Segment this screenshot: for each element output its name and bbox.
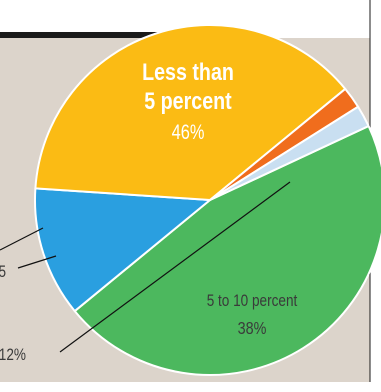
- leader-lines: [0, 181, 291, 353]
- leader-line-blue-slice: [59, 181, 291, 353]
- leader-line-orange-slice: [17, 255, 57, 269]
- pie-slice-slice-5: [209, 105, 370, 201]
- slice-value-less-than-5-percent: 46%: [172, 120, 205, 143]
- slice-label-less-than-5-percent-line-1: Less than: [142, 58, 234, 85]
- pie-slice-slice-2: [33, 187, 211, 313]
- header-bar: [0, 32, 210, 38]
- slice-label-5-to-10-percent: 5 to 10 percent: [207, 292, 298, 311]
- pie-slice-5-to-10-percent: [34, 23, 347, 201]
- slice-value-5-to-10-percent: 38%: [238, 319, 267, 339]
- leader-line-light-blue-slice: [0, 227, 44, 251]
- slice-value-orange-clipped: 5: [0, 263, 6, 282]
- pie-slices: [33, 23, 381, 376]
- slice-label-less-than-5-percent-line-2: 5 percent: [144, 87, 232, 114]
- slice-value-blue: 12%: [0, 346, 26, 365]
- pie-slice-less-than-5-percent: [73, 125, 381, 376]
